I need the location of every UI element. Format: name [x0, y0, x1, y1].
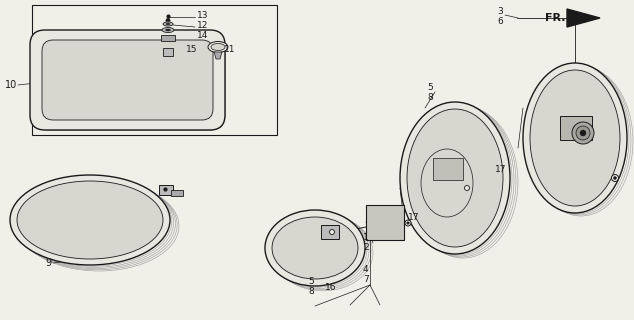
Ellipse shape	[614, 177, 616, 180]
Text: 1: 1	[363, 233, 369, 242]
Polygon shape	[567, 9, 600, 27]
Ellipse shape	[400, 102, 510, 254]
Ellipse shape	[163, 22, 173, 26]
Ellipse shape	[10, 175, 170, 265]
Ellipse shape	[572, 122, 594, 144]
Text: 9: 9	[45, 258, 51, 268]
Text: 17: 17	[495, 165, 507, 174]
Text: 12: 12	[197, 21, 209, 30]
Polygon shape	[166, 19, 170, 21]
Bar	[163, 48, 173, 56]
Text: 15: 15	[186, 45, 198, 54]
Ellipse shape	[405, 220, 411, 226]
Polygon shape	[214, 52, 222, 59]
Text: FR.: FR.	[545, 13, 566, 23]
Text: 2: 2	[363, 243, 368, 252]
Text: 16: 16	[325, 284, 337, 292]
Text: 13: 13	[197, 12, 209, 20]
Bar	[560, 116, 592, 140]
Ellipse shape	[612, 174, 619, 181]
FancyBboxPatch shape	[42, 40, 213, 120]
Ellipse shape	[330, 229, 335, 235]
Text: 14: 14	[197, 31, 209, 41]
Ellipse shape	[211, 44, 225, 51]
Bar	[161, 35, 175, 41]
Ellipse shape	[17, 181, 163, 259]
FancyBboxPatch shape	[30, 30, 225, 130]
Bar	[159, 185, 173, 195]
Text: 8: 8	[308, 286, 314, 295]
Bar	[321, 225, 339, 239]
Ellipse shape	[580, 130, 586, 136]
Ellipse shape	[162, 28, 174, 33]
Bar	[32, 5, 277, 135]
Ellipse shape	[407, 109, 503, 247]
Text: 7: 7	[363, 276, 369, 284]
Ellipse shape	[530, 70, 620, 206]
Text: 17: 17	[408, 213, 420, 222]
Text: 5: 5	[427, 84, 433, 92]
Ellipse shape	[465, 186, 470, 190]
Text: 5: 5	[308, 277, 314, 286]
Bar	[171, 190, 183, 196]
Text: 8: 8	[427, 92, 433, 101]
Ellipse shape	[165, 29, 171, 31]
Text: 10: 10	[5, 80, 17, 90]
Ellipse shape	[576, 126, 590, 140]
Bar	[366, 205, 404, 240]
Ellipse shape	[272, 217, 358, 279]
Ellipse shape	[208, 42, 228, 52]
Text: 3: 3	[497, 7, 503, 17]
Ellipse shape	[166, 23, 170, 25]
Bar	[433, 158, 463, 180]
Text: 4: 4	[363, 266, 368, 275]
Text: 11: 11	[224, 45, 235, 54]
Text: 6: 6	[497, 17, 503, 26]
Ellipse shape	[265, 210, 365, 286]
Ellipse shape	[523, 63, 627, 213]
Ellipse shape	[407, 222, 410, 224]
